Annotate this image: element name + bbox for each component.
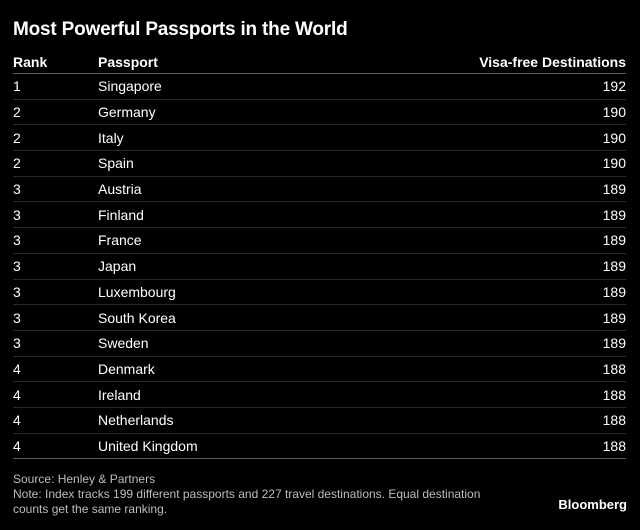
rank-cell: 4 — [13, 412, 21, 429]
passport-cell: Ireland — [98, 386, 141, 403]
column-header-passport: Passport — [98, 53, 158, 70]
table-row: 3 Sweden 189 — [13, 331, 626, 357]
destinations-cell: 188 — [602, 412, 626, 429]
column-header-rank: Rank — [13, 53, 48, 70]
destinations-cell: 190 — [602, 155, 626, 172]
passport-cell: United Kingdom — [98, 437, 198, 454]
destinations-cell: 188 — [602, 360, 626, 377]
destinations-cell: 189 — [602, 232, 626, 249]
table-row: 3 South Korea 189 — [13, 305, 626, 331]
table-row: 4 Netherlands 188 — [13, 408, 626, 434]
rank-cell: 3 — [13, 206, 21, 223]
destinations-cell: 190 — [602, 104, 626, 121]
table-row: 2 Italy 190 — [13, 125, 626, 152]
destinations-cell: 188 — [602, 437, 626, 454]
table-row: 4 Ireland 188 — [13, 382, 626, 408]
column-header-destinations: Visa-free Destinations — [479, 53, 626, 70]
destinations-cell: 189 — [602, 283, 626, 300]
rank-cell: 3 — [13, 258, 21, 275]
passport-cell: Spain — [98, 155, 134, 172]
rank-cell: 3 — [13, 283, 21, 300]
destinations-cell: 192 — [602, 78, 626, 95]
rank-cell: 4 — [13, 386, 21, 403]
destinations-cell: 189 — [602, 258, 626, 275]
rank-cell: 2 — [13, 104, 21, 121]
passport-cell: South Korea — [98, 309, 176, 326]
passport-cell: Japan — [98, 258, 137, 275]
passport-cell: Italy — [98, 129, 124, 146]
passport-cell: Singapore — [98, 78, 162, 95]
table-row: 3 Luxembourg 189 — [13, 280, 626, 306]
destinations-cell: 189 — [602, 335, 626, 352]
table-row: 1 Singapore 192 — [13, 74, 626, 100]
table-row: 2 Spain 190 — [13, 151, 626, 177]
table-header-row: Rank Passport Visa-free Destinations — [13, 50, 626, 74]
rank-cell: 4 — [13, 360, 21, 377]
destinations-cell: 188 — [602, 386, 626, 403]
passport-cell: Denmark — [98, 360, 155, 377]
table-row: 4 United Kingdom 188 — [13, 434, 626, 460]
rank-cell: 1 — [13, 78, 21, 95]
destinations-cell: 189 — [602, 181, 626, 198]
rank-cell: 3 — [13, 309, 21, 326]
rank-cell: 3 — [13, 335, 21, 352]
rank-cell: 4 — [13, 437, 21, 454]
destinations-cell: 189 — [602, 206, 626, 223]
chart-title: Most Powerful Passports in the World — [13, 19, 348, 40]
table-row: 3 Finland 189 — [13, 202, 626, 229]
bloomberg-logo: Bloomberg — [558, 497, 627, 512]
source-note: Source: Henley & Partners — [13, 472, 156, 486]
rank-cell: 2 — [13, 155, 21, 172]
passport-cell: Finland — [98, 206, 144, 223]
rank-cell: 3 — [13, 232, 21, 249]
passport-cell: Germany — [98, 104, 156, 121]
rank-cell: 2 — [13, 129, 21, 146]
passport-cell: France — [98, 232, 142, 249]
rank-cell: 3 — [13, 181, 21, 198]
destinations-cell: 189 — [602, 309, 626, 326]
table-body: 1 Singapore 192 2 Germany 190 2 Italy 190 2 Spain 1… — [13, 74, 626, 460]
table-row: 3 France 189 — [13, 228, 626, 254]
passport-cell: Luxembourg — [98, 283, 176, 300]
footnotes: Source: Henley & Partners Note: Index tr… — [13, 472, 513, 517]
table-row: 3 Austria 189 — [13, 177, 626, 203]
passport-cell: Austria — [98, 181, 142, 198]
methodology-note: Note: Index tracks 199 different passpor… — [13, 487, 481, 516]
passport-cell: Sweden — [98, 335, 149, 352]
table-row: 4 Denmark 188 — [13, 357, 626, 383]
table-row: 3 Japan 189 — [13, 254, 626, 280]
passport-table: Rank Passport Visa-free Destinations 1 Si… — [13, 50, 626, 460]
table-row: 2 Germany 190 — [13, 100, 626, 126]
passport-cell: Netherlands — [98, 412, 174, 429]
destinations-cell: 190 — [602, 129, 626, 146]
